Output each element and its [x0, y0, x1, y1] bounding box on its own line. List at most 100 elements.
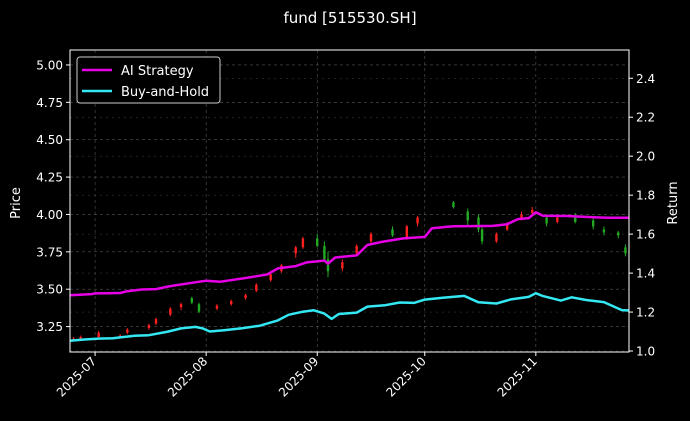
candlestick	[323, 241, 326, 263]
x-tick-label: 2025-08	[165, 354, 210, 399]
candle-body	[452, 202, 455, 207]
candlestick	[169, 307, 172, 317]
y-right-tick-label: 2.2	[636, 111, 655, 125]
candlestick	[391, 226, 394, 237]
candlestick	[556, 215, 559, 224]
candle-body	[405, 226, 409, 239]
x-tick-label: 2025-07	[54, 354, 99, 399]
candle-body	[118, 335, 122, 337]
candle-body	[624, 247, 627, 254]
series-lines	[69, 211, 630, 342]
candle-body	[294, 247, 297, 254]
y-right-tick-label: 2.0	[636, 150, 655, 164]
candle-body	[556, 217, 559, 222]
candle-body	[520, 214, 523, 219]
candle-body	[480, 229, 484, 242]
x-tick-label: 2025-09	[276, 354, 321, 399]
candle-body	[355, 245, 358, 254]
y-left-tick-label: 4.50	[36, 133, 63, 147]
series-line-buy-and-hold	[69, 291, 630, 342]
candlestick	[602, 226, 606, 236]
candlestick	[477, 214, 480, 233]
candlesticks	[72, 201, 627, 342]
candlestick	[574, 212, 577, 224]
candle-body	[197, 304, 201, 312]
candle-body	[341, 262, 344, 269]
y-right-tick-label: 2.4	[636, 72, 655, 86]
y-right-tick-label: 1.4	[636, 267, 655, 281]
axis-ticks: 2025-07 2025-08 2025-09 2025-10 2025-11 3.25 3…	[36, 58, 655, 399]
candle-body	[301, 238, 305, 248]
candle-body	[477, 217, 480, 230]
candlestick	[416, 215, 419, 227]
legend-label-ai-strategy: AI Strategy	[121, 64, 194, 79]
y-right-tick-label: 1.2	[636, 306, 655, 320]
candle-body	[230, 301, 233, 305]
candlestick	[255, 283, 258, 293]
candle-body	[190, 298, 194, 303]
legend-box	[76, 56, 221, 104]
candle-body	[215, 305, 219, 309]
y-right-tick-label: 1.0	[636, 345, 655, 359]
y-left-tick-label: 4.25	[36, 171, 63, 185]
candlestick	[369, 232, 373, 243]
x-tick-label: 2025-11	[495, 354, 540, 399]
candle-body	[505, 224, 509, 230]
candlestick	[154, 317, 158, 326]
y-left-tick-label: 5.00	[36, 58, 63, 72]
candle-body	[617, 232, 620, 236]
y-left-tick-label: 4.00	[36, 208, 63, 222]
candlestick	[316, 233, 319, 248]
candle-body	[602, 229, 606, 233]
candle-body	[169, 308, 172, 315]
x-tick-label: 2025-10	[384, 354, 429, 399]
series-line-ai-strategy	[69, 211, 629, 297]
candlestick	[294, 245, 297, 258]
y-right-tick-label: 1.8	[636, 189, 655, 203]
candlestick	[466, 208, 469, 227]
candlestick	[179, 302, 183, 311]
candle-body	[179, 304, 183, 308]
candle-body	[574, 215, 577, 222]
candle-body	[323, 245, 326, 260]
candle-body	[545, 217, 548, 224]
y-axis-right-label: Return	[666, 181, 681, 224]
candlestick	[230, 299, 233, 306]
candle-body	[147, 325, 151, 329]
candlestick	[190, 296, 194, 305]
candle-body	[126, 329, 129, 333]
candle-body	[495, 233, 498, 242]
candle-body	[326, 259, 330, 272]
y-axis-left-label: Price	[9, 187, 24, 219]
candle-body	[244, 295, 247, 299]
candlestick	[197, 302, 201, 314]
y-left-tick-label: 3.50	[36, 283, 63, 297]
candlestick	[244, 293, 247, 300]
candle-body	[255, 284, 258, 291]
plot-frame	[69, 49, 630, 353]
candlestick	[480, 224, 484, 245]
candle-body	[316, 238, 319, 246]
y-right-tick-label: 1.6	[636, 228, 655, 242]
candle-body	[466, 211, 469, 221]
y-left-tick-label: 3.75	[36, 245, 63, 259]
candlestick	[301, 236, 305, 249]
candlestick	[624, 244, 627, 257]
y-left-tick-label: 3.25	[36, 320, 63, 334]
candlestick	[97, 331, 100, 339]
candle-body	[369, 233, 373, 242]
legend-label-buy-and-hold: Buy-and-Hold	[121, 85, 209, 100]
candle-body	[269, 274, 272, 281]
candle-body	[416, 217, 419, 224]
chart-title: fund [515530.SH]	[283, 9, 416, 27]
candlestick	[147, 323, 151, 330]
candle-body	[531, 209, 534, 213]
candle-body	[97, 332, 100, 338]
candle-body	[591, 220, 595, 227]
legend: AI Strategy Buy-and-Hold	[76, 56, 221, 104]
y-left-tick-label: 4.75	[36, 96, 63, 110]
candlestick	[617, 230, 620, 239]
candlestick	[591, 217, 595, 230]
candlestick	[269, 272, 272, 282]
